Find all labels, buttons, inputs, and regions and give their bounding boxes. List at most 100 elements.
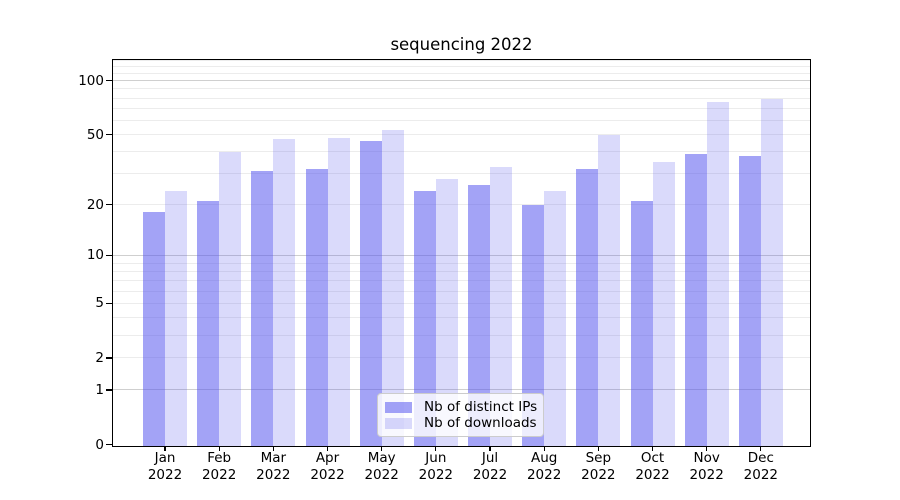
gridline-minor-40 [113, 151, 810, 153]
x-tick-mark-aug [543, 446, 545, 451]
x-tick-mark-jun [435, 446, 437, 451]
x-tick-month: Apr [315, 450, 340, 466]
x-tick-label-jun: Jun 2022 [404, 450, 468, 484]
bar-downloads-mar [273, 139, 296, 446]
y-tick-mark-10 [106, 254, 113, 257]
gridline-minor-130 [113, 59, 810, 61]
x-tick-label-feb: Feb 2022 [187, 450, 251, 484]
x-tick-year: 2022 [147, 467, 183, 483]
x-tick-label-nov: Nov 2022 [675, 450, 739, 484]
x-tick-label-dec: Dec 2022 [729, 450, 793, 484]
bar-ips-jul [468, 184, 490, 446]
x-tick-mark-jul [489, 446, 491, 451]
y-tick-label-10: 10 [86, 247, 104, 264]
bar-downloads-jun [435, 179, 458, 446]
x-tick-mark-jan [164, 446, 166, 451]
y-tick-mark-1 [106, 389, 113, 391]
x-tick-mark-feb [218, 446, 220, 451]
bar-ips-sep [576, 168, 599, 446]
bar-ips-jan [143, 212, 165, 446]
gridline-minor-120 [113, 65, 810, 67]
bar-downloads-nov [706, 102, 729, 446]
x-tick-month: Jun [425, 450, 447, 466]
x-tick-label-jul: Jul 2022 [458, 450, 522, 484]
bar-downloads-jan [165, 190, 187, 446]
y-tick-mark-50 [106, 133, 113, 136]
y-tick-label-1: 1 [95, 381, 104, 398]
y-tick-mark-0 [106, 443, 113, 446]
x-tick-year: 2022 [526, 467, 562, 483]
x-tick-mark-mar [272, 446, 274, 451]
bar-ips-nov [684, 153, 707, 446]
x-tick-mark-apr [326, 446, 329, 451]
x-tick-mark-oct [651, 446, 654, 451]
x-tick-mark-sep [597, 446, 599, 451]
y-tick-label-2: 2 [95, 349, 104, 366]
gridline-minor-90 [113, 88, 810, 90]
y-tick-label-20: 20 [86, 196, 104, 213]
x-tick-year: 2022 [472, 467, 508, 483]
x-tick-mark-dec [760, 446, 762, 451]
gridline-minor-70 [113, 107, 810, 109]
legend: Nb of distinct IPs Nb of downloads [377, 393, 544, 437]
bar-downloads-oct [652, 162, 675, 446]
bar-ips-aug [522, 204, 545, 446]
x-tick-label-aug: Aug 2022 [512, 450, 576, 484]
x-tick-year: 2022 [689, 467, 724, 483]
gridline-minor-6 [113, 290, 810, 292]
gridline-minor-4 [113, 317, 810, 319]
gridline-minor-2 [113, 357, 810, 359]
gridline-minor-30 [113, 173, 810, 175]
x-tick-label-oct: Oct 2022 [621, 450, 685, 484]
x-tick-month: Aug [530, 450, 558, 466]
gridline-minor-3 [113, 334, 810, 336]
x-tick-mark-nov [706, 446, 708, 451]
x-tick-month: Nov [693, 450, 720, 466]
legend-swatch-ips [385, 401, 412, 413]
legend-item-distinct-ips: Nb of distinct IPs [385, 398, 538, 415]
gridline-minor-20 [113, 204, 810, 206]
gridline-minor-7 [113, 280, 810, 282]
bar-ips-feb [197, 200, 220, 446]
x-tick-year: 2022 [201, 467, 237, 483]
bar-downloads-apr [327, 137, 350, 446]
x-tick-year: 2022 [364, 467, 399, 483]
x-tick-year: 2022 [418, 467, 453, 483]
bar-ips-jun [413, 190, 436, 446]
x-tick-year: 2022 [635, 467, 670, 483]
gridline-minor-80 [113, 97, 810, 99]
x-tick-month: Dec [747, 450, 774, 466]
bar-downloads-may [381, 130, 404, 446]
x-tick-label-sep: Sep 2022 [566, 450, 630, 484]
gridline-major-10 [113, 254, 810, 256]
legend-label-distinct-ips: Nb of distinct IPs [424, 398, 538, 415]
x-tick-month: Jan [154, 450, 176, 466]
bar-downloads-jul [490, 166, 512, 446]
x-tick-month: Sep [585, 450, 612, 466]
bar-ips-dec [738, 155, 761, 446]
gridline-major-1 [113, 389, 810, 391]
x-tick-month: May [367, 450, 396, 466]
bar-downloads-aug [544, 190, 567, 446]
gridline-minor-110 [113, 72, 810, 74]
chart-title: sequencing 2022 [390, 35, 533, 54]
x-tick-mark-may [381, 446, 383, 451]
y-tick-mark-100 [106, 80, 113, 82]
y-tick-mark-20 [106, 203, 113, 206]
bar-downloads-dec [760, 99, 783, 446]
x-tick-label-mar: Mar 2022 [241, 450, 305, 484]
x-tick-year: 2022 [310, 467, 345, 483]
x-tick-label-apr: Apr 2022 [296, 450, 360, 484]
legend-swatch-downloads [385, 417, 412, 429]
gridline-minor-60 [113, 119, 810, 121]
y-tick-label-0: 0 [95, 436, 104, 453]
x-tick-label-jan: Jan 2022 [133, 450, 197, 484]
gridline-minor-5 [113, 302, 810, 304]
x-tick-month: Oct [640, 450, 665, 466]
gridline-minor-50 [113, 134, 810, 136]
x-tick-month: Jul [481, 450, 499, 466]
bar-ips-apr [305, 168, 328, 446]
y-tick-label-100: 100 [78, 72, 104, 89]
y-tick-label-5: 5 [95, 295, 104, 312]
